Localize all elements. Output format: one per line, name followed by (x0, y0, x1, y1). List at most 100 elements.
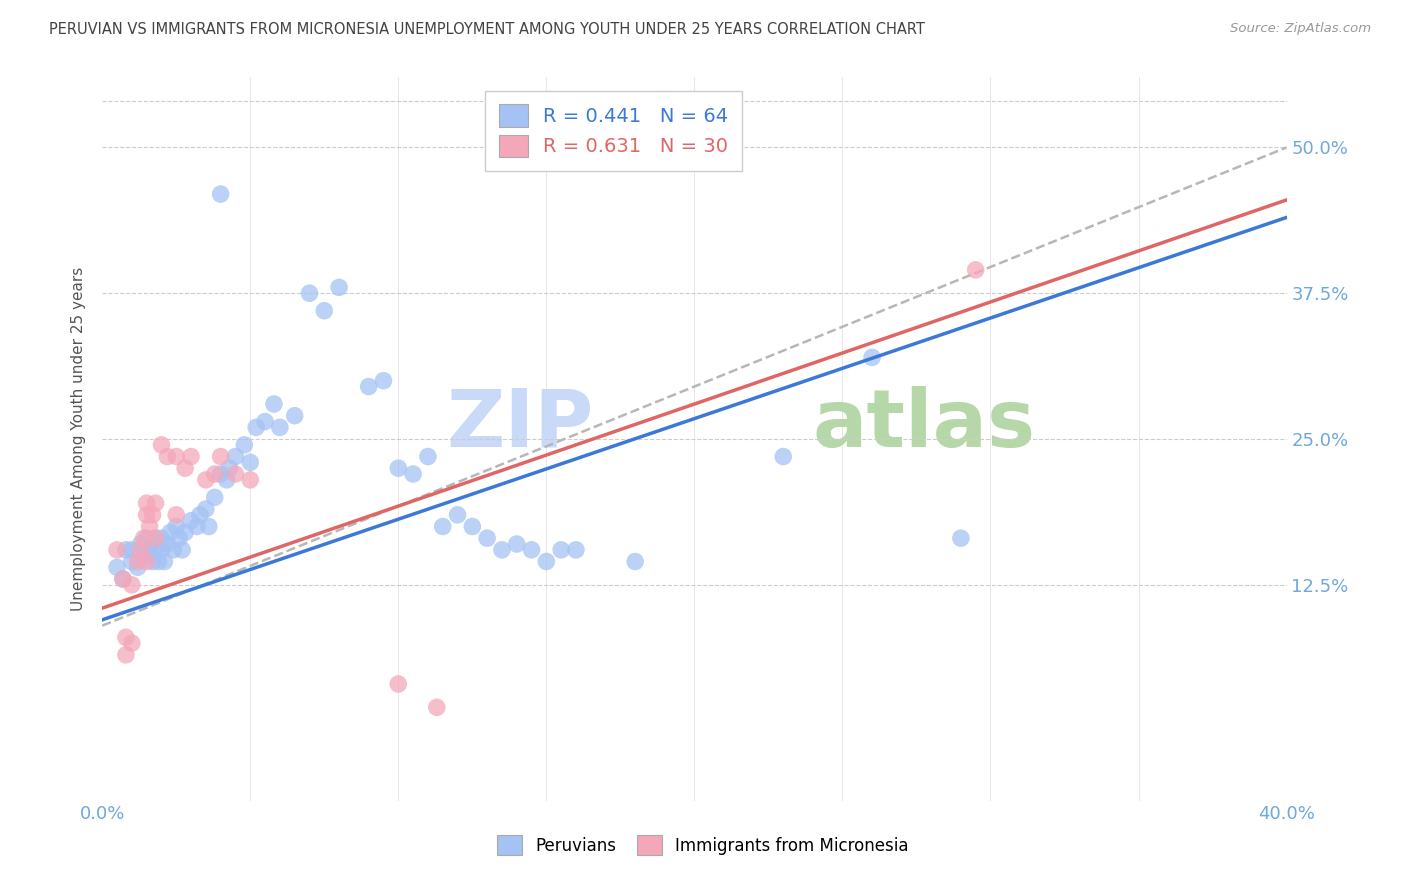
Y-axis label: Unemployment Among Youth under 25 years: Unemployment Among Youth under 25 years (72, 267, 86, 611)
Point (432, 519, 454, 533)
Point (239, 455, 262, 469)
Point (328, 280, 350, 294)
Point (298, 286, 321, 301)
Point (165, 450, 187, 464)
Point (135, 554, 157, 568)
Point (186, 519, 208, 533)
Point (115, 542, 138, 557)
Point (194, 473, 217, 487)
Point (159, 525, 181, 540)
Point (215, 473, 238, 487)
Legend: R = 0.441   N = 64, R = 0.631   N = 30: R = 0.441 N = 64, R = 0.631 N = 30 (485, 91, 742, 170)
Point (284, 409, 307, 423)
Point (491, 542, 513, 557)
Point (402, 467, 425, 481)
Point (162, 542, 184, 557)
Point (135, 531, 157, 545)
Point (111, 572, 134, 586)
Point (115, 648, 138, 662)
Point (180, 450, 202, 464)
Point (145, 531, 167, 545)
Point (245, 420, 267, 434)
Point (138, 542, 160, 557)
Point (772, 450, 794, 464)
Point (150, 531, 173, 545)
Point (624, 554, 647, 568)
Legend: Peruvians, Immigrants from Micronesia: Peruvians, Immigrants from Micronesia (491, 829, 915, 862)
Point (204, 467, 226, 481)
Point (153, 554, 176, 568)
Point (416, 450, 439, 464)
Point (550, 542, 572, 557)
Point (121, 554, 143, 568)
Point (148, 554, 170, 568)
Text: atlas: atlas (813, 385, 1036, 464)
Point (218, 461, 240, 475)
Point (127, 554, 149, 568)
Point (105, 560, 128, 574)
Point (121, 636, 143, 650)
Point (121, 578, 143, 592)
Text: Source: ZipAtlas.com: Source: ZipAtlas.com (1230, 22, 1371, 36)
Point (475, 531, 498, 545)
Point (209, 187, 232, 202)
Point (165, 519, 187, 533)
Point (132, 531, 155, 545)
Point (141, 508, 163, 522)
Point (224, 450, 246, 464)
Point (174, 525, 197, 540)
Point (520, 542, 543, 557)
Point (129, 542, 152, 557)
Point (145, 542, 167, 557)
Point (150, 542, 173, 557)
Point (156, 450, 179, 464)
Point (506, 537, 529, 551)
Point (135, 496, 157, 510)
Point (105, 542, 128, 557)
Point (129, 537, 152, 551)
Text: ZIP: ZIP (447, 385, 593, 464)
Point (165, 508, 187, 522)
Point (127, 560, 149, 574)
Point (446, 508, 468, 522)
Point (314, 303, 336, 318)
Point (135, 549, 157, 563)
Point (387, 461, 409, 475)
Point (254, 415, 277, 429)
Point (949, 531, 972, 545)
Point (536, 554, 558, 568)
Point (224, 467, 246, 481)
Point (233, 438, 256, 452)
Text: PERUVIAN VS IMMIGRANTS FROM MICRONESIA UNEMPLOYMENT AMONG YOUTH UNDER 25 YEARS C: PERUVIAN VS IMMIGRANTS FROM MICRONESIA U… (49, 22, 925, 37)
Point (209, 450, 232, 464)
Point (167, 531, 190, 545)
Point (138, 519, 160, 533)
Point (239, 473, 262, 487)
Point (357, 379, 380, 393)
Point (269, 420, 291, 434)
Point (145, 531, 167, 545)
Point (111, 572, 134, 586)
Point (174, 461, 197, 475)
Point (387, 677, 409, 691)
Point (194, 502, 217, 516)
Point (141, 554, 163, 568)
Point (565, 542, 588, 557)
Point (860, 351, 883, 365)
Point (135, 508, 157, 522)
Point (965, 263, 987, 277)
Point (115, 630, 138, 644)
Point (209, 467, 232, 481)
Point (180, 514, 202, 528)
Point (426, 700, 449, 714)
Point (188, 508, 211, 522)
Point (172, 542, 194, 557)
Point (150, 438, 173, 452)
Point (461, 519, 484, 533)
Point (204, 491, 226, 505)
Point (145, 496, 167, 510)
Point (373, 374, 395, 388)
Point (198, 519, 221, 533)
Point (263, 397, 285, 411)
Point (121, 542, 143, 557)
